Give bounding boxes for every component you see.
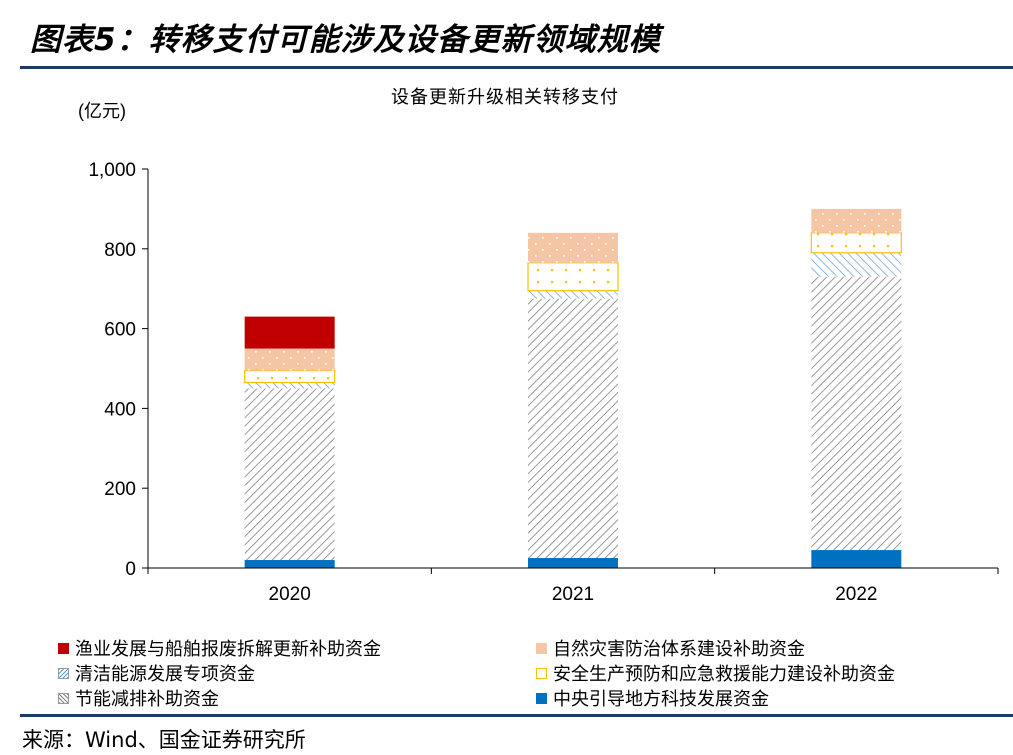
bar-segment bbox=[528, 232, 618, 263]
legend-item: 安全生产预防和应急救援能力建设补助资金 bbox=[536, 660, 895, 686]
bar-segment bbox=[244, 382, 335, 389]
bar-segment bbox=[244, 348, 335, 371]
bar-segment bbox=[244, 560, 335, 568]
bar-segment bbox=[528, 298, 618, 559]
legend-swatch bbox=[536, 642, 547, 654]
x-tick-label: 2022 bbox=[835, 584, 877, 605]
stacked-bar-chart: 设备更新升级相关转移支付 (亿元) 0 200 400 600 800 1,000 202… bbox=[78, 87, 999, 605]
x-axis: 2020 2021 2022 bbox=[147, 567, 999, 605]
legend-label: 安全生产预防和应急救援能力建设补助资金 bbox=[553, 664, 895, 685]
legend-swatch bbox=[58, 642, 69, 654]
legend-label: 清洁能源发展专项资金 bbox=[75, 664, 255, 685]
bar-segment bbox=[244, 316, 335, 349]
bar-segment bbox=[811, 252, 902, 277]
y-axis-label: (亿元) bbox=[78, 101, 126, 121]
bar-segment bbox=[244, 369, 336, 384]
legend-swatch bbox=[536, 692, 547, 704]
bar-segment bbox=[528, 290, 618, 299]
y-tick-label: 800 bbox=[104, 240, 136, 261]
legend-swatch bbox=[536, 667, 547, 679]
source-note: 来源：Wind、国金证券研究所 bbox=[22, 728, 306, 752]
legend-item: 自然灾害防治体系建设补助资金 bbox=[536, 635, 805, 661]
legend-item: 渔业发展与船舶报废拆解更新补助资金 bbox=[58, 635, 381, 661]
bar-segment bbox=[244, 388, 335, 561]
y-tick-label: 600 bbox=[104, 320, 136, 341]
y-tick-label: 200 bbox=[104, 479, 136, 500]
bar-segment bbox=[527, 262, 619, 292]
legend-swatch bbox=[58, 667, 69, 679]
legend-item: 节能减排补助资金 bbox=[58, 685, 219, 711]
legend-item: 清洁能源发展专项资金 bbox=[58, 660, 255, 686]
legend-item: 中央引导地方科技发展资金 bbox=[536, 685, 769, 711]
chart-title: 设备更新升级相关转移支付 bbox=[391, 87, 619, 108]
bar-segment bbox=[811, 276, 902, 551]
bar-segment bbox=[811, 208, 902, 233]
bar-segment bbox=[528, 558, 618, 568]
legend-label: 中央引导地方科技发展资金 bbox=[553, 689, 769, 710]
y-axis: 0 200 400 600 800 1,000 bbox=[88, 160, 149, 580]
y-tick-label: 0 bbox=[125, 559, 136, 580]
figure-title: 图表5：转移支付可能涉及设备更新领域规模 bbox=[30, 22, 661, 58]
legend-label: 自然灾害防治体系建设补助资金 bbox=[553, 639, 805, 660]
legend-swatch bbox=[58, 692, 69, 704]
x-tick-label: 2020 bbox=[269, 584, 311, 605]
bottom-rule bbox=[20, 714, 1013, 717]
x-tick-label: 2021 bbox=[552, 584, 594, 605]
y-tick-label: 400 bbox=[104, 399, 136, 420]
top-rule bbox=[20, 66, 1013, 69]
legend-label: 节能减排补助资金 bbox=[75, 689, 219, 710]
y-tick-label: 1,000 bbox=[88, 160, 136, 181]
bar-segment bbox=[811, 550, 902, 568]
legend-label: 渔业发展与船舶报废拆解更新补助资金 bbox=[75, 639, 381, 660]
bar-segment bbox=[810, 232, 902, 254]
bars-group bbox=[244, 208, 902, 568]
